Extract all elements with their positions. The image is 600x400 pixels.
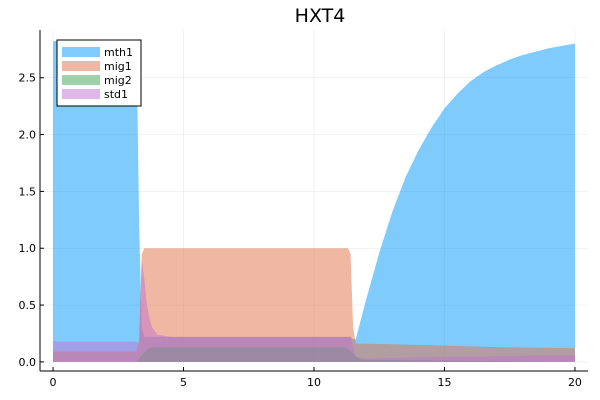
ticks: 0 5 10 15 20 0.0 0.5 1.0 1.5 2.0 2.5: [19, 72, 582, 389]
legend-label-mth1: mth1: [104, 46, 133, 59]
area-mig1: [53, 248, 575, 362]
x-tick-label: 5: [180, 376, 187, 389]
legend-swatch-mth1: [62, 47, 100, 57]
chart-title: HXT4: [295, 5, 346, 27]
area-mth1: [53, 40, 575, 362]
plot-areas: [53, 40, 575, 362]
legend-swatch-std1: [62, 89, 100, 99]
x-tick-label: 0: [50, 376, 57, 389]
y-tick-label: 0.5: [19, 299, 37, 312]
area-std1: [53, 259, 575, 362]
y-tick-label: 1.0: [19, 242, 37, 255]
legend-swatch-mig2: [62, 75, 100, 85]
x-tick-label: 10: [307, 376, 321, 389]
legend-label-std1: std1: [104, 88, 128, 101]
legend-label-mig2: mig2: [104, 74, 132, 87]
legend-swatch-mig1: [62, 61, 100, 71]
y-tick-label: 2.0: [19, 129, 37, 142]
y-tick-label: 0.0: [19, 356, 37, 369]
y-tick-label: 2.5: [19, 72, 37, 85]
x-tick-label: 20: [568, 376, 582, 389]
x-tick-label: 15: [437, 376, 451, 389]
y-tick-label: 1.5: [19, 185, 37, 198]
legend-label-mig1: mig1: [104, 60, 132, 73]
